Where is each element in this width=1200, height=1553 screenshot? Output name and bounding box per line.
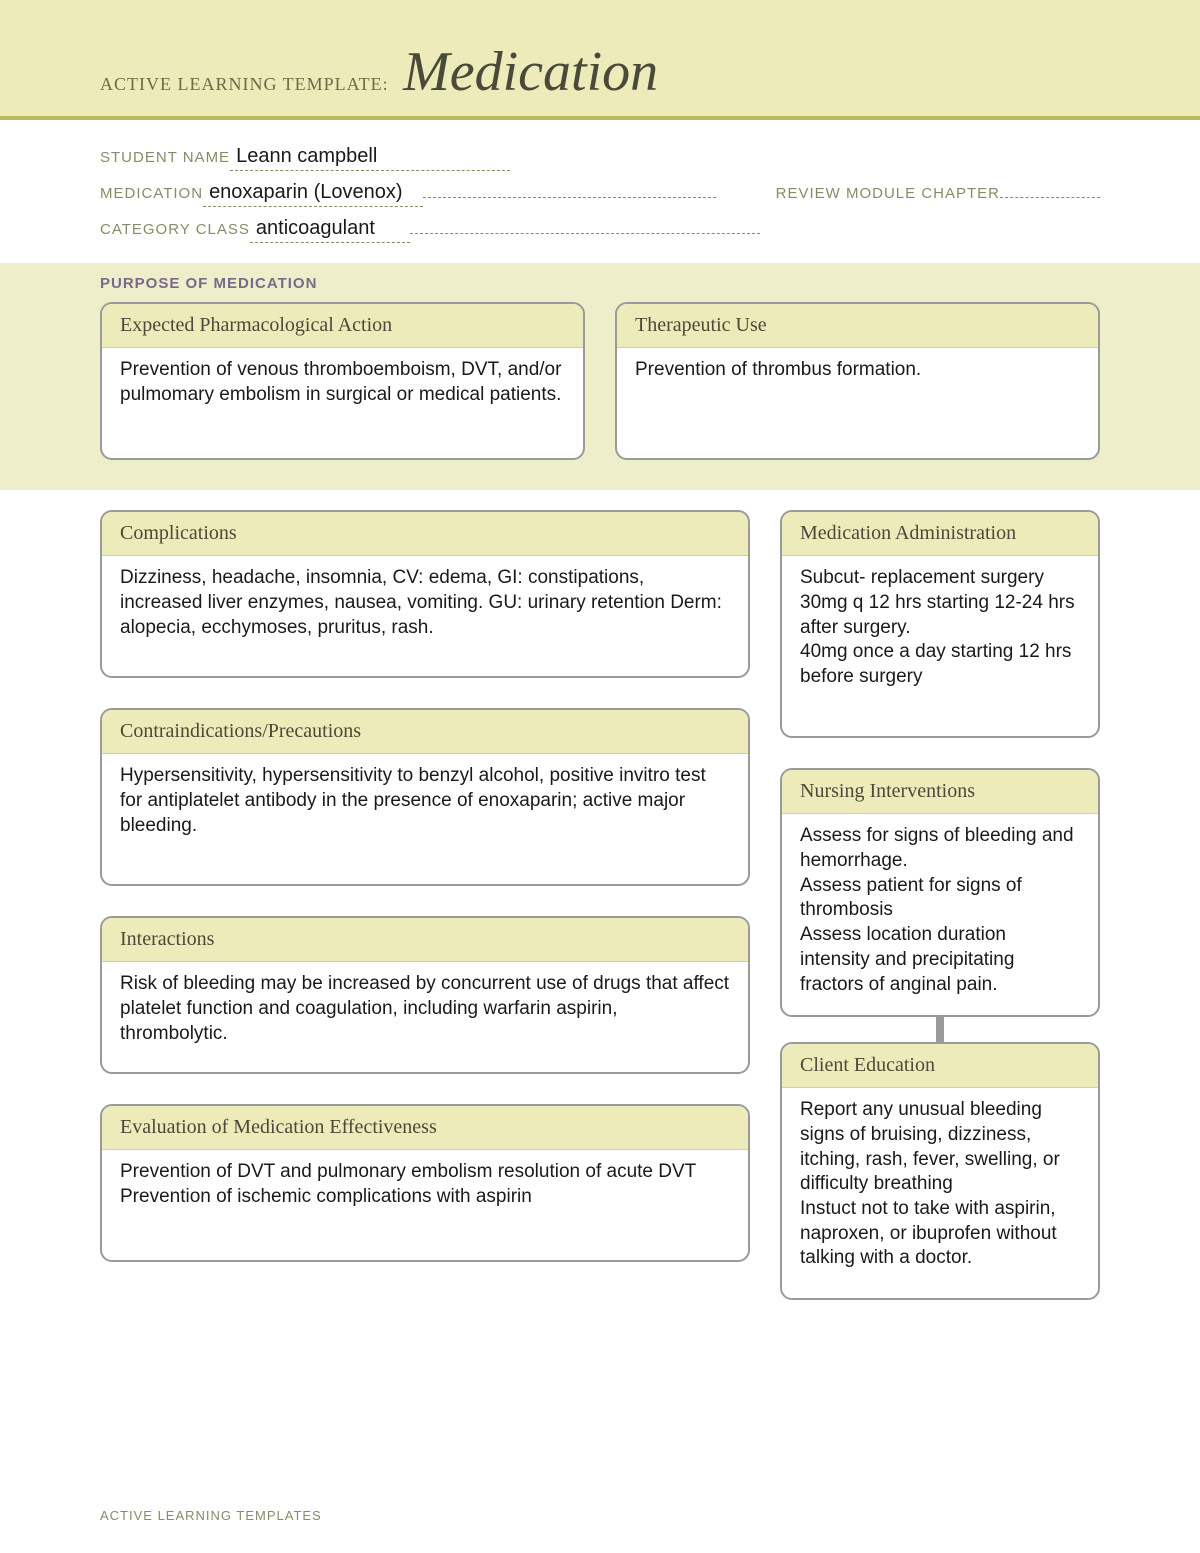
contraindications-card: Contraindications/Precautions Hypersensi… (100, 708, 750, 886)
evaluation-title: Evaluation of Medication Effectiveness (102, 1106, 748, 1150)
category-label: CATEGORY CLASS (100, 221, 250, 238)
template-label: ACTIVE LEARNING TEMPLATE: (100, 74, 389, 95)
medication-line (423, 179, 716, 198)
evaluation-card: Evaluation of Medication Effectiveness P… (100, 1104, 750, 1262)
nursing-title: Nursing Interventions (782, 770, 1098, 814)
connector-line (936, 1017, 944, 1042)
meta-section: STUDENT NAME Leann campbell MEDICATION e… (0, 120, 1200, 263)
left-column: Complications Dizziness, headache, insom… (100, 510, 750, 1262)
review-label: REVIEW MODULE CHAPTER (776, 185, 1000, 202)
medication-value: enoxaparin (Lovenox) (203, 181, 423, 207)
education-title: Client Education (782, 1044, 1098, 1088)
purpose-title: PURPOSE OF MEDICATION (100, 275, 1100, 292)
review-line (1000, 182, 1100, 198)
complications-card: Complications Dizziness, headache, insom… (100, 510, 750, 678)
category-line (410, 215, 760, 234)
evaluation-body: Prevention of DVT and pulmonary embolism… (102, 1150, 748, 1260)
content-grid: Complications Dizziness, headache, insom… (0, 490, 1200, 1320)
education-card: Client Education Report any unusual blee… (780, 1042, 1100, 1300)
contraindications-body: Hypersensitivity, hypersensitivity to be… (102, 754, 748, 884)
interactions-card: Interactions Risk of bleeding may be inc… (100, 916, 750, 1074)
administration-body: Subcut- replacement surgery 30mg q 12 hr… (782, 556, 1098, 736)
therapeutic-use-card: Therapeutic Use Prevention of thrombus f… (615, 302, 1100, 460)
administration-title: Medication Administration (782, 512, 1098, 556)
complications-title: Complications (102, 512, 748, 556)
interactions-body: Risk of bleeding may be increased by con… (102, 962, 748, 1072)
header-band: ACTIVE LEARNING TEMPLATE: Medication (0, 0, 1200, 120)
therapeutic-use-title: Therapeutic Use (617, 304, 1098, 348)
interactions-title: Interactions (102, 918, 748, 962)
category-value: anticoagulant (250, 217, 410, 243)
pharm-action-title: Expected Pharmacological Action (102, 304, 583, 348)
nursing-card: Nursing Interventions Assess for signs o… (780, 768, 1100, 1017)
footer-text: ACTIVE LEARNING TEMPLATES (100, 1508, 322, 1523)
student-name-label: STUDENT NAME (100, 149, 230, 166)
nursing-body: Assess for signs of bleeding and hemorrh… (782, 814, 1098, 1015)
medication-label: MEDICATION (100, 185, 203, 202)
template-title: Medication (403, 40, 658, 104)
student-name-value: Leann campbell (230, 145, 510, 171)
pharm-action-card: Expected Pharmacological Action Preventi… (100, 302, 585, 460)
administration-card: Medication Administration Subcut- replac… (780, 510, 1100, 738)
purpose-section: PURPOSE OF MEDICATION Expected Pharmacol… (0, 263, 1200, 490)
complications-body: Dizziness, headache, insomnia, CV: edema… (102, 556, 748, 676)
education-body: Report any unusual bleeding signs of bru… (782, 1088, 1098, 1298)
therapeutic-use-body: Prevention of thrombus formation. (617, 348, 1098, 458)
contraindications-title: Contraindications/Precautions (102, 710, 748, 754)
right-column: Medication Administration Subcut- replac… (780, 510, 1100, 1300)
pharm-action-body: Prevention of venous thromboemboism, DVT… (102, 348, 583, 458)
